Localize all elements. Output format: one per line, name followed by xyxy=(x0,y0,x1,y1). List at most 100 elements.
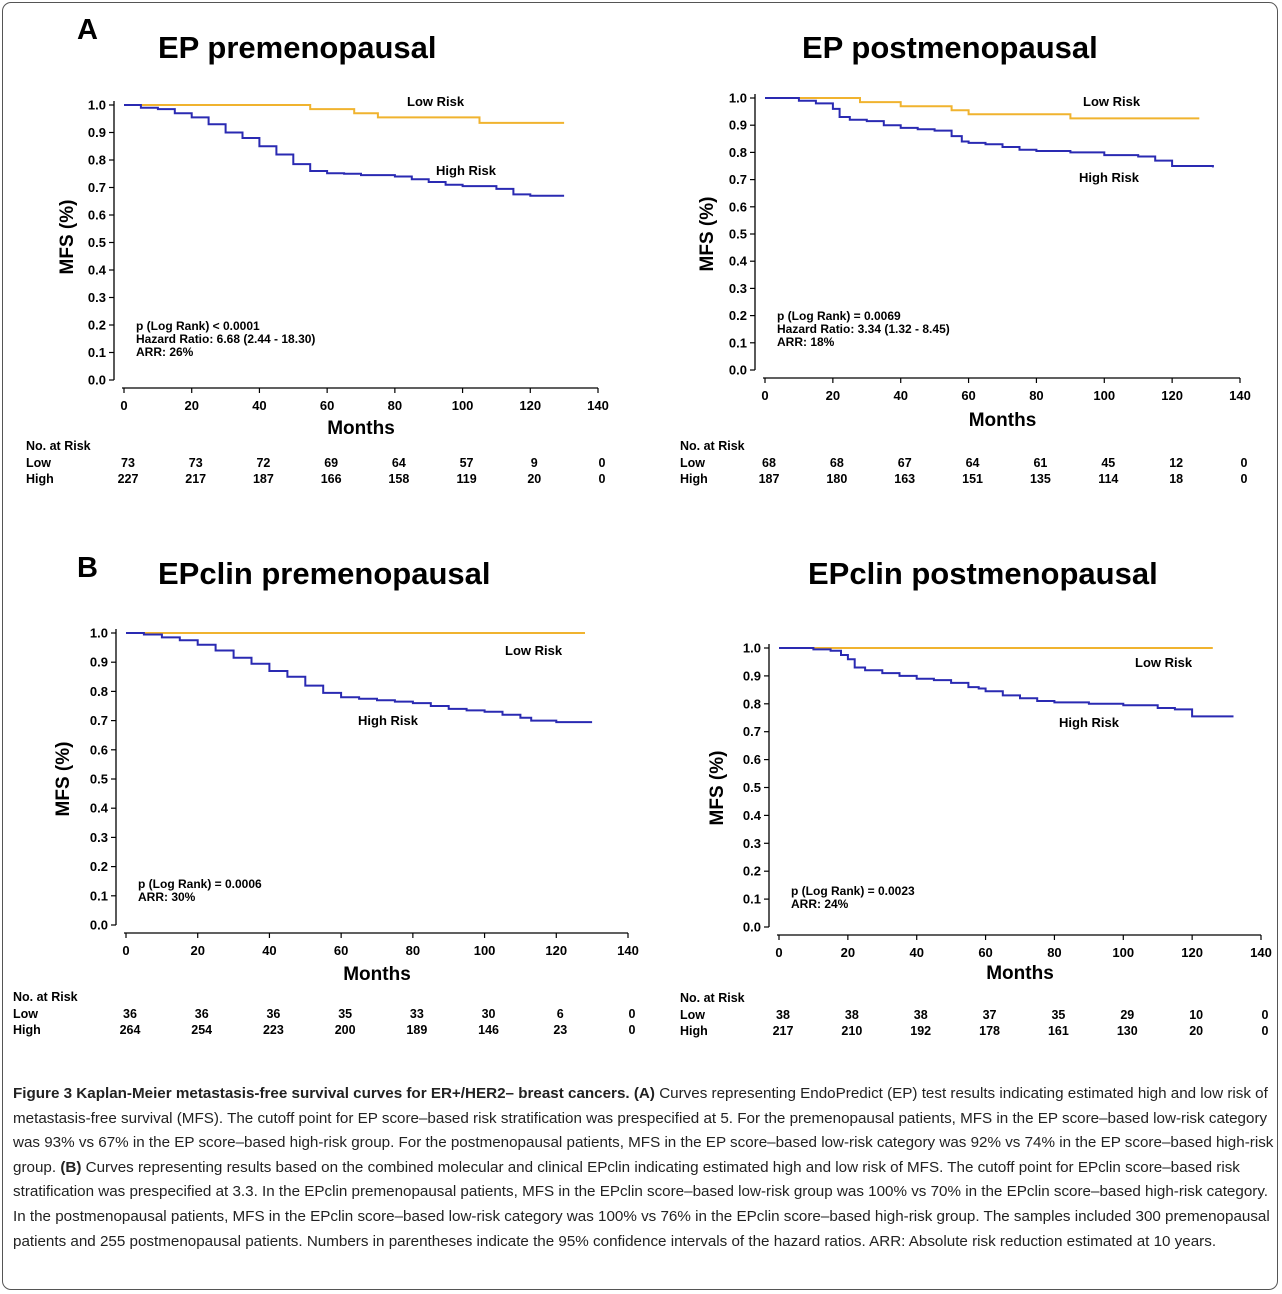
epclin-pre-risk-value: 33 xyxy=(410,1007,424,1021)
ep-pre-ytick-label: 0.2 xyxy=(88,318,106,333)
epclin-post-x-axis-label: Months xyxy=(986,963,1054,984)
epclin-post-xtick-label: 0 xyxy=(775,945,782,960)
ep-pre-xtick-label: 80 xyxy=(388,398,402,413)
epclin-post-risk-value: 161 xyxy=(1048,1024,1069,1038)
epclin-post-ytick-label: 0.2 xyxy=(743,864,761,879)
epclin-post-risk-value: 20 xyxy=(1189,1024,1203,1038)
ep-post-low-risk-label: Low Risk xyxy=(1083,94,1141,109)
ep-pre-high-risk-label: High Risk xyxy=(436,163,497,178)
km-chart-ep-premenopausal: 0.0 0.1 0.2 0.3 0.4 0.5 0.6 0.7 0.8 0.9 1.0 0 20 40 60… xyxy=(26,94,609,486)
ep-pre-ytick-label: 0.4 xyxy=(88,263,107,278)
epclin-pre-ytick-label: 0.8 xyxy=(90,684,108,699)
epclin-post-risk-value: 0 xyxy=(1262,1008,1269,1022)
epclin-post-risk-value: 217 xyxy=(773,1024,794,1038)
ep-post-xtick-label: 20 xyxy=(826,388,840,403)
chart-title-ep-pre: EP premenopausal xyxy=(158,30,437,65)
epclin-post-ytick-label: 1.0 xyxy=(743,641,761,656)
epclin-pre-risk-value: 36 xyxy=(266,1007,280,1021)
epclin-pre-xtick-label: 20 xyxy=(190,943,204,958)
epclin-post-risk-value: 29 xyxy=(1120,1008,1134,1022)
ep-post-ytick-label: 0.9 xyxy=(729,118,747,133)
ep-pre-risk-value: 217 xyxy=(185,472,206,486)
epclin-pre-risk-value: 0 xyxy=(629,1007,636,1021)
epclin-pre-risk-value: 200 xyxy=(335,1023,356,1037)
epclin-pre-xtick-label: 80 xyxy=(406,943,420,958)
epclin-pre-ytick-label: 0.6 xyxy=(90,742,108,757)
ep-post-risk-value: 18 xyxy=(1169,472,1183,486)
chart-title-epclin-post: EPclin postmenopausal xyxy=(808,556,1158,591)
epclin-post-ytick-label: 0.8 xyxy=(743,696,761,711)
epclin-pre-x-axis-label: Months xyxy=(343,964,411,985)
epclin-pre-ytick-label: 0.3 xyxy=(90,830,108,845)
epclin-post-ytick-label: 0.6 xyxy=(743,752,761,767)
ep-post-xtick-label: 40 xyxy=(893,388,907,403)
epclin-post-risk-value: 210 xyxy=(841,1024,862,1038)
epclin-pre-risk-row-label: High xyxy=(13,1023,41,1037)
epclin-pre-risk-value: 30 xyxy=(482,1007,496,1021)
ep-pre-ytick-label: 0.9 xyxy=(88,125,106,140)
ep-pre-risk-table-title: No. at Risk xyxy=(26,439,91,453)
ep-post-risk-value: 67 xyxy=(898,456,912,470)
epclin-post-ytick-label: 0.3 xyxy=(743,836,761,851)
ep-pre-annotation: Hazard Ratio: 6.68 (2.44 - 18.30) xyxy=(136,332,315,346)
ep-post-high-risk-curve xyxy=(765,97,1214,168)
ep-pre-risk-value: 0 xyxy=(599,472,606,486)
caption-part-b-marker: (B) xyxy=(60,1158,82,1176)
ep-pre-risk-value: 119 xyxy=(456,472,476,486)
ep-post-risk-value: 45 xyxy=(1101,456,1115,470)
epclin-post-ytick-label: 0.9 xyxy=(743,668,761,683)
ep-pre-xtick-label: 140 xyxy=(587,398,609,413)
ep-pre-annotation: p (Log Rank) < 0.0001 xyxy=(136,319,260,333)
epclin-pre-xtick-label: 140 xyxy=(617,943,639,958)
ep-post-xtick-label: 80 xyxy=(1029,388,1043,403)
ep-pre-ytick-label: 0.3 xyxy=(88,290,106,305)
epclin-post-risk-value: 38 xyxy=(845,1008,859,1022)
ep-pre-risk-value: 9 xyxy=(531,456,538,470)
ep-post-ytick-label: 1.0 xyxy=(729,91,747,106)
ep-pre-xtick-label: 100 xyxy=(452,398,474,413)
ep-pre-risk-value: 187 xyxy=(253,472,274,486)
ep-post-risk-value: 12 xyxy=(1169,456,1183,470)
ep-pre-ytick-label: 0.0 xyxy=(88,373,106,388)
ep-pre-low-risk-curve xyxy=(124,104,565,124)
ep-post-ytick-label: 0.6 xyxy=(729,199,747,214)
ep-post-risk-value: 68 xyxy=(762,456,776,470)
epclin-post-risk-value: 10 xyxy=(1189,1008,1203,1022)
ep-pre-risk-row-label: Low xyxy=(26,456,51,470)
epclin-post-ytick-label: 0.7 xyxy=(743,724,761,739)
epclin-pre-ytick-label: 0.4 xyxy=(90,801,109,816)
chart-title-epclin-pre: EPclin premenopausal xyxy=(158,556,491,591)
ep-pre-ytick-label: 0.1 xyxy=(88,345,106,360)
epclin-pre-annotation: p (Log Rank) = 0.0006 xyxy=(138,877,262,891)
epclin-post-xtick-label: 140 xyxy=(1250,945,1272,960)
ep-post-annotation: ARR: 18% xyxy=(777,335,835,349)
ep-pre-ytick-label: 0.5 xyxy=(88,235,106,250)
ep-post-risk-row-label: Low xyxy=(680,456,705,470)
ep-post-xtick-label: 0 xyxy=(761,388,768,403)
epclin-pre-ytick-label: 0.0 xyxy=(90,918,108,933)
epclin-pre-high-risk-curve xyxy=(126,632,593,724)
ep-pre-risk-value: 227 xyxy=(118,472,139,486)
ep-post-ytick-label: 0.3 xyxy=(729,281,747,296)
epclin-pre-xtick-label: 60 xyxy=(334,943,348,958)
epclin-post-ytick-label: 0.0 xyxy=(743,920,761,935)
epclin-post-annotation: p (Log Rank) = 0.0023 xyxy=(791,884,915,898)
ep-post-risk-value: 0 xyxy=(1241,456,1248,470)
epclin-pre-risk-value: 35 xyxy=(338,1007,352,1021)
epclin-pre-xtick-label: 120 xyxy=(545,943,567,958)
epclin-pre-low-risk-label: Low Risk xyxy=(505,643,563,658)
epclin-pre-ytick-label: 0.1 xyxy=(90,888,108,903)
km-chart-epclin-postmenopausal: 0.0 0.1 0.2 0.3 0.4 0.5 0.6 0.7 0.8 0.9 1.0 0 20 40 60… xyxy=(680,641,1272,1039)
epclin-pre-risk-value: 0 xyxy=(629,1023,636,1037)
epclin-post-xtick-label: 120 xyxy=(1181,945,1203,960)
ep-post-low-risk-curve xyxy=(765,97,1200,120)
epclin-post-xtick-label: 80 xyxy=(1047,945,1061,960)
ep-pre-high-risk-curve xyxy=(124,104,565,197)
epclin-post-risk-value: 178 xyxy=(979,1024,1000,1038)
ep-post-ytick-label: 0.0 xyxy=(729,363,747,378)
epclin-pre-high-risk-label: High Risk xyxy=(358,713,419,728)
ep-post-risk-value: 0 xyxy=(1241,472,1248,486)
epclin-post-risk-value: 192 xyxy=(910,1024,931,1038)
ep-post-xtick-label: 120 xyxy=(1161,388,1183,403)
epclin-post-xtick-label: 40 xyxy=(909,945,923,960)
